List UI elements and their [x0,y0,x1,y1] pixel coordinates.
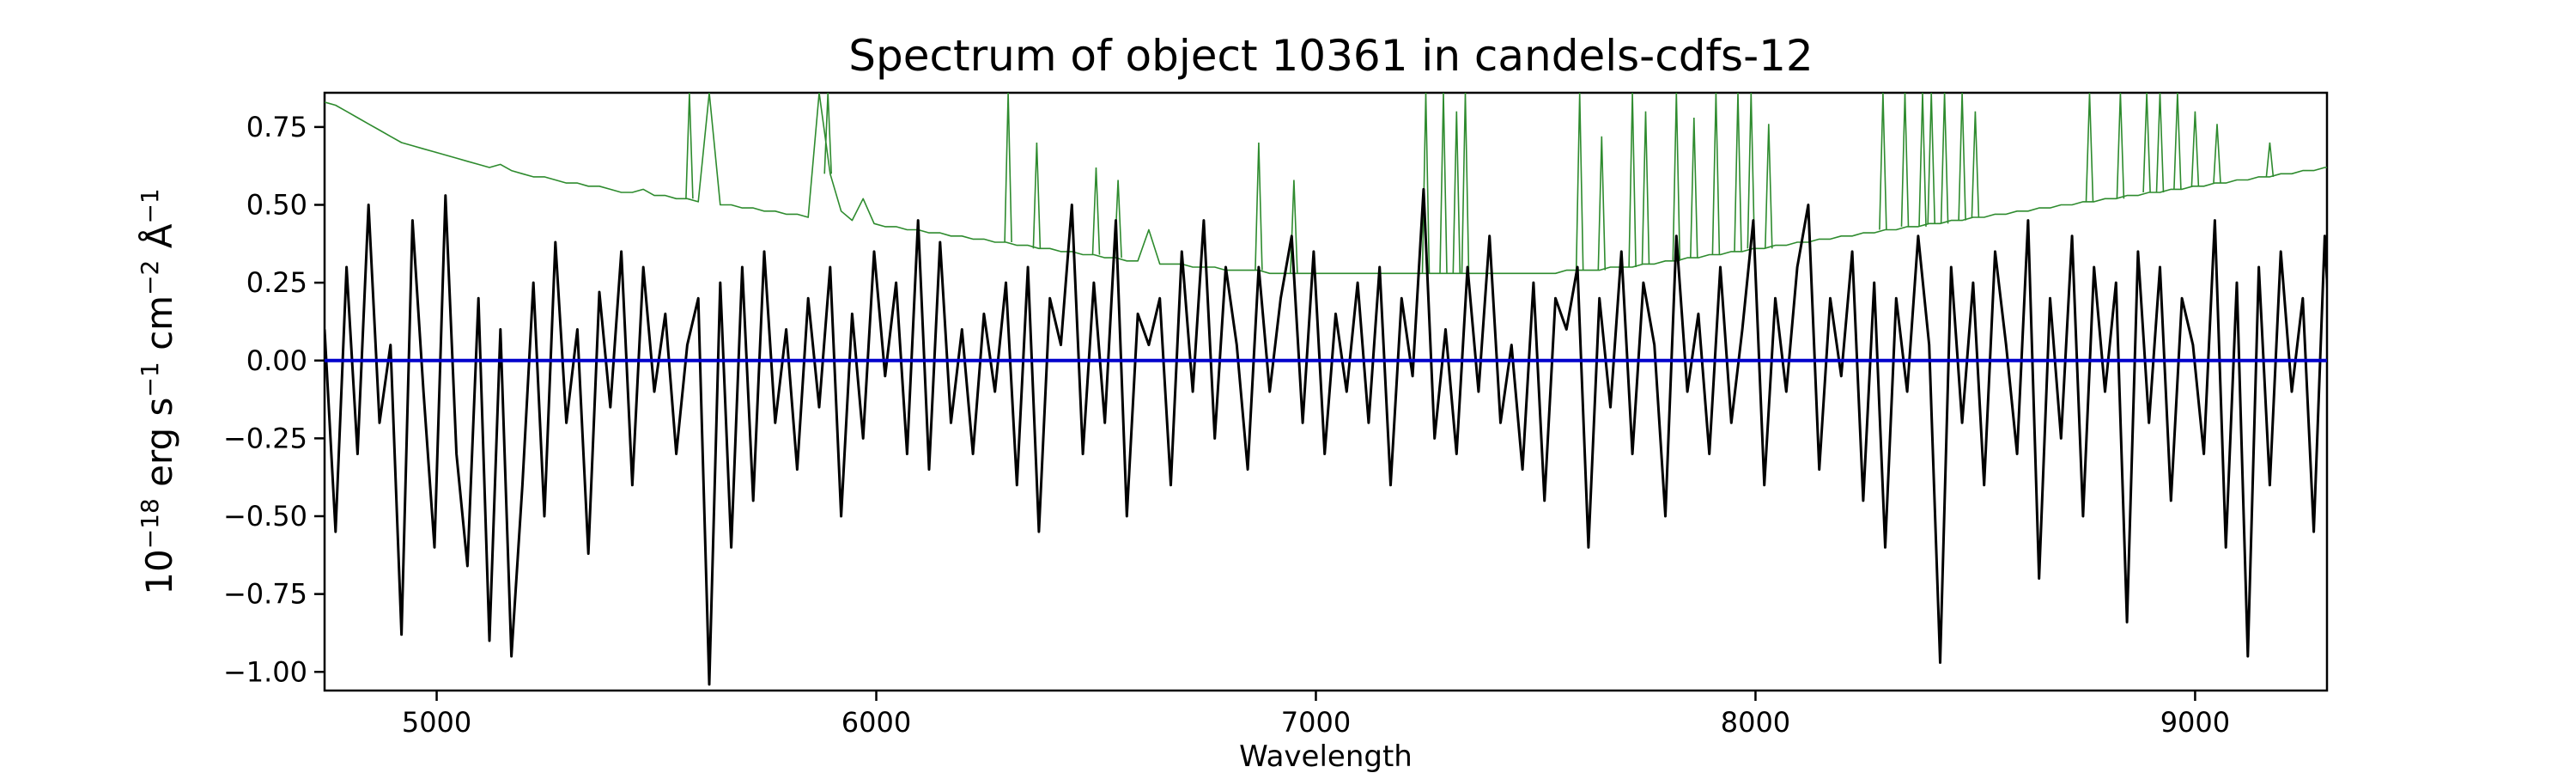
x-axis: 5000 6000 7000 8000 9000 [402,691,2230,739]
noise-spike [685,93,694,199]
y-tick-label: 0.75 [246,111,307,143]
y-tick-label: −0.25 [223,422,307,454]
chart-title: Spectrum of object 10361 in candels-cdfs… [848,31,1814,81]
noise-series [325,93,2327,275]
x-tick-label: 5000 [402,706,471,739]
y-axis-label-part: cm [138,295,180,362]
y-axis-label-part: −2 [136,260,164,295]
noise-spike [1091,167,1101,255]
y-tick-label: −0.50 [223,500,307,533]
plot-frame [323,91,2329,692]
noise-spike [2213,124,2221,184]
noise-spike [1879,93,1887,230]
y-axis-label-part: erg s [138,398,180,499]
noise-spike [1575,93,1584,271]
noise-spike [2155,93,2165,193]
noise-spike [1927,93,1935,224]
noise-spike [1690,117,1698,259]
noise-spike [1628,93,1637,268]
x-tick-label: 7000 [1281,706,1351,739]
noise-spike [2085,93,2094,202]
y-tick-label: −0.75 [223,578,307,611]
x-tick-label: 9000 [2160,706,2230,739]
y-tick-label: 0.00 [246,344,307,377]
noise-spike [1255,142,1263,271]
noise-spike [823,93,832,174]
noise-spike [1734,93,1742,252]
noise-spike [1765,124,1773,249]
noise-spike [1900,93,1910,227]
y-axis-label-part: Å [137,223,180,259]
noise-spike [1711,93,1721,255]
noise-spike [2265,142,2275,177]
noise-spike [1747,93,1756,249]
series-layer [325,93,2327,686]
x-axis-label: Wavelength [1239,740,1413,773]
y-axis: 0.75 0.50 0.25 0.00 −0.25 −0.50 −0.75 −1.00 [223,111,325,688]
noise-spike [1940,93,1949,224]
x-tick-label: 6000 [841,706,911,739]
x-tick-label: 8000 [1721,706,1790,739]
noise-spike [1672,93,1681,261]
noise-spike [1958,93,1966,221]
y-axis-label-part: 10 [138,549,180,594]
noise-spike [1971,111,1980,218]
y-axis-label: 10−18 erg s−1 cm−2 Å−1 [136,188,181,594]
y-axis-label-part: −1 [136,362,164,397]
y-tick-label: 0.50 [246,189,307,222]
noise-spike [1918,93,1927,227]
y-tick-label: 0.25 [246,266,307,299]
y-tick-label: −1.00 [223,655,307,688]
spectrum-series [325,187,2327,686]
noise-spike [2142,93,2151,193]
y-axis-label-part: −18 [136,498,164,549]
noise-spike [1004,93,1012,243]
noise-spike [2116,93,2125,199]
y-axis-label-part: −1 [136,188,164,223]
noise-spike [1461,93,1470,274]
noise-spike [2173,93,2182,190]
noise-spike [1452,111,1461,274]
noise-spike [1597,136,1607,271]
noise-spike [2190,111,2200,186]
noise-spike [1032,142,1042,249]
noise-spike [1641,111,1650,265]
noise-spike [1439,93,1448,274]
plot-area: 0.75 0.50 0.25 0.00 −0.25 −0.50 −0.75 −1.00 500… [223,91,2329,739]
